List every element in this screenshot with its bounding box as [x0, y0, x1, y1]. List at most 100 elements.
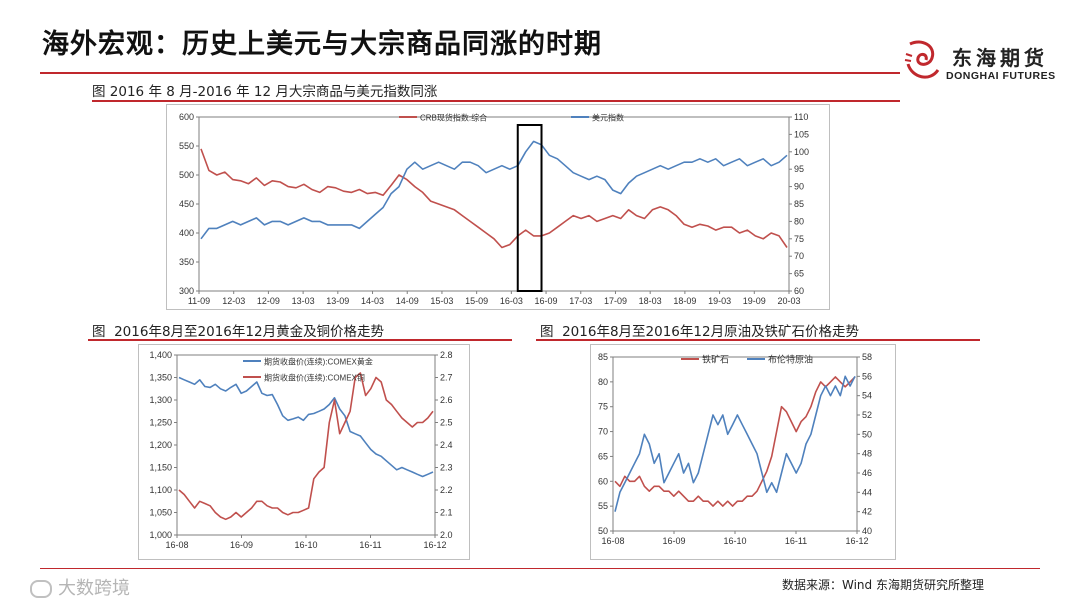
- right-axis-tick-label: 58: [862, 352, 872, 362]
- x-axis-tick-label: 16-08: [601, 536, 624, 546]
- logo-chinese-name: 东海期货: [952, 46, 1048, 70]
- left-axis-tick-label: 1,000: [149, 530, 172, 540]
- series-line-1: [200, 140, 788, 240]
- right-axis-tick-label: 100: [794, 147, 809, 157]
- x-axis-tick-label: 17-03: [569, 296, 592, 306]
- right-axis-tick-label: 40: [862, 526, 872, 536]
- footer-divider: [40, 568, 1040, 569]
- right-axis-tick-label: 2.3: [440, 463, 453, 473]
- right-axis-tick-label: 105: [794, 129, 809, 139]
- x-axis-tick-label: 13-09: [326, 296, 349, 306]
- left-axis-tick-label: 1,400: [149, 350, 172, 360]
- right-axis-tick-label: 2.0: [440, 530, 453, 540]
- x-axis-tick-label: 16-08: [165, 540, 188, 550]
- x-axis-tick-label: 17-09: [604, 296, 627, 306]
- watermark-icon: [30, 580, 52, 598]
- x-axis-tick-label: 11-09: [188, 296, 210, 306]
- x-axis-tick-label: 12-03: [222, 296, 245, 306]
- chart-oil-iron: 50 55 60 65 70 75 80 85 40 42 44 46 48 50 52 54 56 58 16-0…: [598, 352, 872, 546]
- watermark: 大数跨境: [30, 574, 130, 600]
- company-logo: 东海期货 DONGHAI FUTURES: [902, 38, 1062, 88]
- legend-label-1: 布伦特原油: [768, 354, 813, 365]
- left-axis-tick-label: 600: [179, 112, 194, 122]
- chart2-caption: 图 2016年8月至2016年12月黄金及铜价格走势: [92, 324, 385, 340]
- legend-label-0: 期货收盘价(连续):COMEX黄金: [264, 357, 373, 367]
- right-axis-tick-label: 60: [794, 286, 804, 296]
- right-axis-tick-label: 2.2: [440, 485, 453, 495]
- chart3-panel: 50 55 60 65 70 75 80 85 40 42 44 46 48 50 52 54 56 58 16-0…: [590, 344, 896, 560]
- right-axis-tick-label: 52: [862, 410, 872, 420]
- x-axis-tick-label: 13-03: [292, 296, 315, 306]
- x-axis-tick-label: 15-03: [430, 296, 453, 306]
- x-axis-tick-label: 16-11: [359, 540, 381, 550]
- left-axis-tick-label: 1,250: [149, 418, 172, 428]
- x-axis-tick-label: 16-10: [723, 536, 746, 546]
- x-axis-tick-label: 16-12: [845, 536, 868, 546]
- legend-label-1: 美元指数: [592, 113, 624, 123]
- left-axis-tick-label: 50: [598, 526, 608, 536]
- right-axis-tick-label: 65: [794, 269, 804, 279]
- title-divider: [40, 72, 900, 74]
- left-axis-tick-label: 400: [179, 228, 194, 238]
- right-axis-tick-label: 42: [862, 507, 872, 517]
- left-axis-tick-label: 1,300: [149, 395, 172, 405]
- left-axis-tick-label: 1,100: [149, 485, 172, 495]
- right-axis-tick-label: 70: [794, 251, 804, 261]
- x-axis-tick-label: 16-09: [230, 540, 253, 550]
- x-axis-tick-label: 18-03: [639, 296, 662, 306]
- right-axis-tick-label: 46: [862, 468, 872, 478]
- left-axis-tick-label: 75: [598, 402, 608, 412]
- donghai-logo-icon: [904, 40, 940, 79]
- data-source-note: 数据来源：Wind 东海期货研究所整理: [782, 578, 984, 592]
- left-axis-tick-label: 1,200: [149, 440, 172, 450]
- x-axis-tick-label: 14-09: [396, 296, 419, 306]
- chart3-caption-divider: [536, 339, 980, 341]
- x-axis-tick-label: 16-03: [500, 296, 523, 306]
- x-axis-tick-label: 18-09: [673, 296, 696, 306]
- x-axis-tick-label: 19-09: [743, 296, 766, 306]
- chart2-panel: 1,000 1,050 1,100 1,150 1,200 1,250 1,300 1,350…: [138, 344, 470, 560]
- right-axis-tick-label: 2.4: [440, 440, 453, 450]
- right-axis-tick-label: 56: [862, 371, 872, 381]
- right-axis-tick-label: 2.6: [440, 395, 453, 405]
- left-axis-tick-label: 1,050: [149, 508, 172, 518]
- x-axis-tick-label: 16-09: [662, 536, 685, 546]
- chart1-panel: 300 350 400 450 500 550 600 60 65 70 75 80 85 90 95 100…: [166, 104, 830, 310]
- right-axis-tick-label: 50: [862, 429, 872, 439]
- left-axis-tick-label: 55: [598, 501, 608, 511]
- legend-label-0: 铁矿石: [702, 354, 729, 365]
- x-axis-tick-label: 16-09: [535, 296, 558, 306]
- left-axis-tick-label: 350: [179, 257, 194, 267]
- right-axis-tick-label: 2.5: [440, 418, 453, 428]
- chart-crb-usd: 300 350 400 450 500 550 600 60 65 70 75 80 85 90 95 100…: [179, 112, 809, 306]
- x-axis-tick-label: 19-03: [708, 296, 731, 306]
- series-line-0: [178, 376, 434, 478]
- x-axis-tick-label: 12-09: [257, 296, 280, 306]
- left-axis-tick-label: 85: [598, 352, 608, 362]
- right-axis-tick-label: 95: [794, 164, 804, 174]
- chart2-caption-divider: [88, 339, 512, 341]
- x-axis-tick-label: 16-12: [423, 540, 446, 550]
- left-axis-tick-label: 550: [179, 141, 194, 151]
- left-axis-tick-label: 300: [179, 286, 194, 296]
- watermark-text: 大数跨境: [58, 578, 130, 599]
- logo-english-name: DONGHAI FUTURES: [946, 70, 1056, 82]
- right-axis-tick-label: 2.1: [440, 508, 453, 518]
- highlight-box: [516, 124, 543, 292]
- series-line-0: [200, 148, 788, 249]
- chart1-caption-divider: [92, 100, 900, 102]
- right-axis-tick-label: 2.8: [440, 350, 453, 360]
- right-axis-tick-label: 75: [794, 234, 804, 244]
- page-title: 海外宏观：历史上美元与大宗商品同涨的时期: [42, 29, 602, 60]
- series-line-1: [178, 372, 434, 521]
- right-axis-tick-label: 90: [794, 182, 804, 192]
- left-axis-tick-label: 1,350: [149, 373, 172, 383]
- x-axis-tick-label: 16-10: [294, 540, 317, 550]
- x-axis-tick-label: 14-03: [361, 296, 384, 306]
- right-axis-tick-label: 110: [794, 112, 808, 122]
- right-axis-tick-label: 80: [794, 216, 804, 226]
- left-axis-tick-label: 1,150: [149, 463, 172, 473]
- plot-area: [198, 116, 790, 292]
- series-line-0: [614, 376, 856, 507]
- right-axis-tick-label: 44: [862, 487, 872, 497]
